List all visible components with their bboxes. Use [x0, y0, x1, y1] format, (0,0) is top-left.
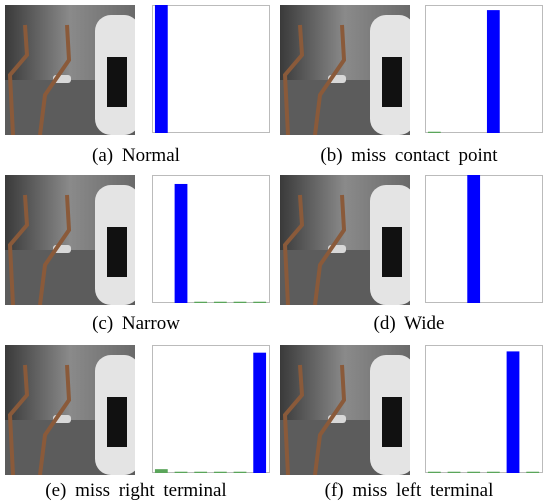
bar	[487, 472, 500, 473]
bar-chart	[152, 175, 270, 303]
bar	[428, 472, 441, 473]
bar	[155, 469, 168, 473]
caption: (e) miss right terminal	[0, 480, 272, 502]
photo	[280, 345, 410, 475]
plot-frame	[426, 6, 543, 133]
plot-frame	[153, 346, 270, 473]
caption: (a) Normal	[0, 145, 272, 167]
photo	[5, 345, 135, 475]
bar	[253, 353, 266, 473]
bar	[467, 472, 480, 473]
bar	[428, 132, 441, 133]
bar	[487, 10, 500, 133]
plot-frame	[426, 176, 543, 303]
bar	[175, 184, 188, 303]
bar	[253, 302, 266, 303]
bar	[507, 351, 520, 473]
bar	[467, 175, 480, 303]
photo	[280, 175, 410, 305]
bar	[194, 302, 207, 303]
photo	[280, 5, 410, 135]
bar	[155, 5, 168, 133]
bar	[234, 302, 247, 303]
bar	[194, 472, 207, 473]
bar-chart	[425, 175, 543, 303]
photo	[5, 175, 135, 305]
bar-chart	[152, 5, 270, 133]
bar-chart	[425, 5, 543, 133]
caption: (f) miss left terminal	[273, 480, 545, 502]
figure: (a) Normal (b) miss contact point (c) Na…	[0, 0, 545, 503]
bar	[234, 472, 247, 473]
plot-frame	[426, 346, 543, 473]
bar-chart	[425, 345, 543, 473]
bar	[214, 302, 227, 303]
bar-chart	[152, 345, 270, 473]
bar	[214, 472, 227, 473]
bar	[175, 472, 188, 473]
plot-frame	[153, 176, 270, 303]
photo	[5, 5, 135, 135]
bar	[526, 472, 539, 473]
bar	[448, 472, 461, 473]
caption: (b) miss contact point	[273, 145, 545, 167]
caption: (c) Narrow	[0, 313, 272, 335]
plot-frame	[153, 6, 270, 133]
caption: (d) Wide	[273, 313, 545, 335]
